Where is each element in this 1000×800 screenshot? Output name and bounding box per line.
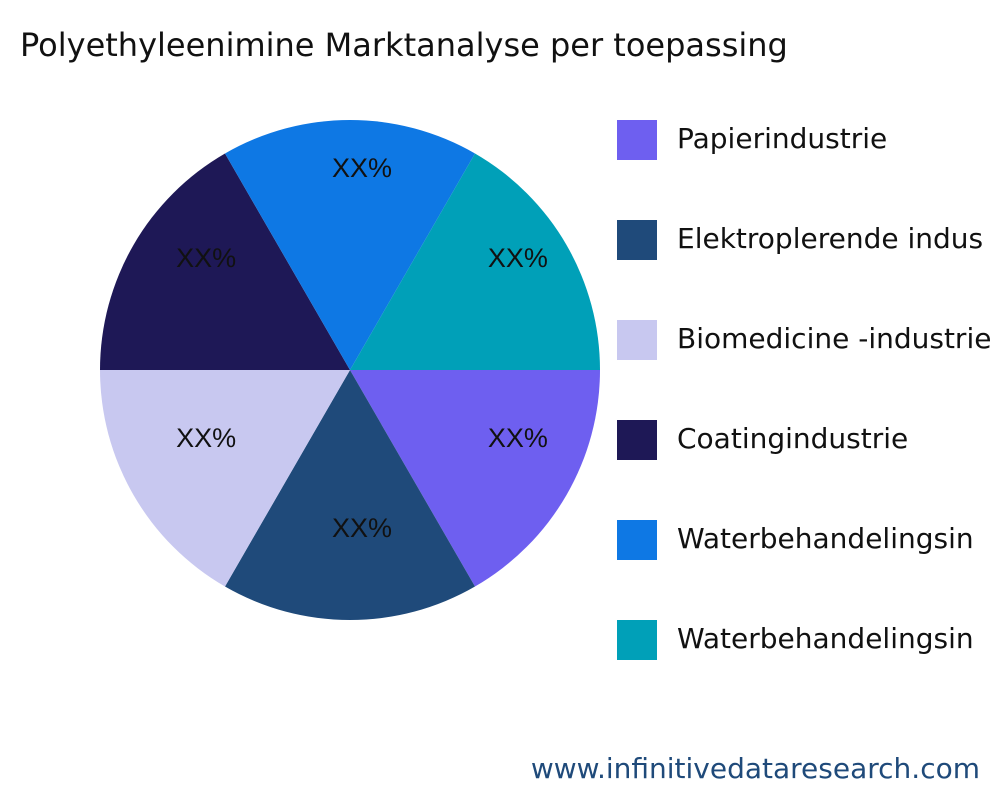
pie-slice xyxy=(100,153,350,370)
legend-swatch xyxy=(617,120,657,160)
data-label: XX% xyxy=(332,153,392,183)
pie-slice xyxy=(100,370,350,587)
legend-swatch xyxy=(617,520,657,560)
pie-slice xyxy=(225,119,475,370)
legend-swatch xyxy=(617,320,657,360)
legend-swatch xyxy=(617,620,657,660)
legend-label: Waterbehandelingsin xyxy=(677,522,974,555)
data-label: XX% xyxy=(332,513,392,543)
pie-slice xyxy=(350,153,600,370)
legend-swatch xyxy=(617,220,657,260)
legend-label: Papierindustrie xyxy=(677,122,887,155)
chart-title: Polyethyleenimine Marktanalyse per toepa… xyxy=(20,26,788,64)
legend-label: Elektroplerende indus xyxy=(677,222,983,255)
legend-label: Biomedicine -industrie xyxy=(677,322,991,355)
data-label: XX% xyxy=(176,423,236,453)
data-label: XX% xyxy=(176,243,236,273)
pie-slice xyxy=(350,370,600,587)
legend-label: Waterbehandelingsin xyxy=(677,622,974,655)
data-label: XX% xyxy=(488,423,548,453)
pie-slice xyxy=(225,370,475,620)
legend-swatch xyxy=(617,420,657,460)
data-label: XX% xyxy=(488,243,548,273)
legend-label: Coatingindustrie xyxy=(677,422,908,455)
footer: www.infinitivedataresearch.com xyxy=(531,752,980,785)
